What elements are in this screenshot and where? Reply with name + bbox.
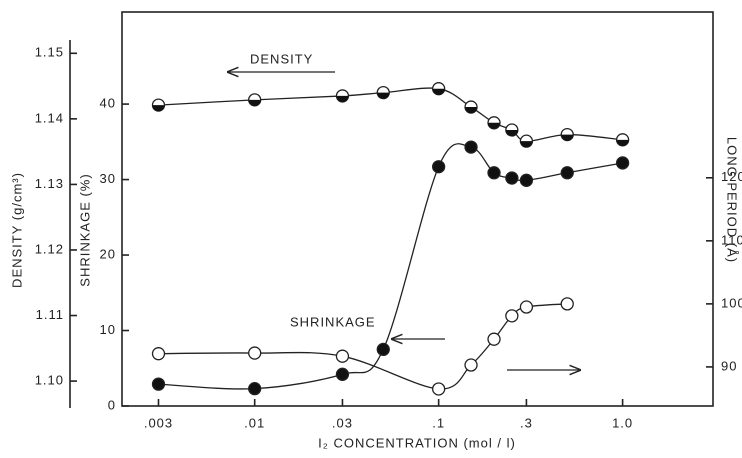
point-half <box>377 92 390 99</box>
point <box>431 160 446 174</box>
x-axis-label: I₂ CONCENTRATION (mol / l) <box>318 435 516 450</box>
y2-tick-label: 100 <box>721 295 742 310</box>
plot-frame <box>121 11 714 407</box>
point <box>505 171 519 185</box>
point <box>151 377 166 391</box>
x-tick-label: .03 <box>332 415 353 430</box>
point-half <box>248 99 261 106</box>
point-half <box>505 130 518 136</box>
y2-axis-label: LONG PERIOD (Å) <box>725 137 740 263</box>
series-line <box>158 303 568 390</box>
point <box>376 342 390 357</box>
point-half <box>488 122 501 129</box>
point <box>335 367 350 381</box>
point <box>151 347 166 361</box>
y3-tick-label: 1.10 <box>35 373 64 388</box>
point-half <box>432 88 445 95</box>
annotation: DENSITY <box>250 51 313 66</box>
point-half <box>561 134 574 141</box>
point <box>431 382 446 396</box>
point <box>505 309 519 323</box>
y3-tick-label: 1.14 <box>35 110 64 125</box>
y3-tick-label: 1.12 <box>35 241 64 256</box>
point-half <box>520 141 533 148</box>
point <box>615 156 630 170</box>
y3-tick-label: 1.13 <box>35 176 64 191</box>
y-tick-label: 40 <box>100 96 116 111</box>
y2-tick-label: 120 <box>721 169 742 184</box>
point <box>560 166 574 180</box>
x-tick-label: .3 <box>520 415 533 430</box>
point-half <box>152 105 165 112</box>
y-tick-label: 20 <box>100 246 116 261</box>
y2-tick-label: 110 <box>721 232 742 247</box>
y-tick-label: 0 <box>108 397 116 412</box>
point <box>519 173 534 187</box>
y-axis-label: SHRINKAGE (%) <box>77 173 92 286</box>
x-tick-label: .1 <box>432 415 445 430</box>
y3-tick-label: 1.11 <box>36 307 64 322</box>
y-tick-label: 30 <box>100 171 116 186</box>
point <box>464 358 478 372</box>
point <box>335 349 350 363</box>
x-tick-label: .003 <box>144 415 173 430</box>
point <box>464 140 478 154</box>
point <box>487 166 501 180</box>
series-line <box>158 87 623 142</box>
x-tick-label: 1.0 <box>612 415 633 430</box>
series-line <box>158 143 623 390</box>
point <box>519 300 534 314</box>
x-tick-label: .01 <box>244 415 265 430</box>
point-half <box>465 107 478 114</box>
point <box>248 381 262 396</box>
point <box>487 332 501 346</box>
y3-tick-label: 1.15 <box>35 45 64 60</box>
point <box>248 346 262 360</box>
annotation: SHRINKAGE <box>290 314 376 329</box>
y2-tick-label: 90 <box>721 358 737 373</box>
point-half <box>336 95 349 102</box>
y-tick-label: 10 <box>100 322 116 337</box>
point-half <box>616 139 629 146</box>
y3-axis-label: DENSITY (g/cm³) <box>9 172 24 288</box>
point <box>560 297 574 311</box>
